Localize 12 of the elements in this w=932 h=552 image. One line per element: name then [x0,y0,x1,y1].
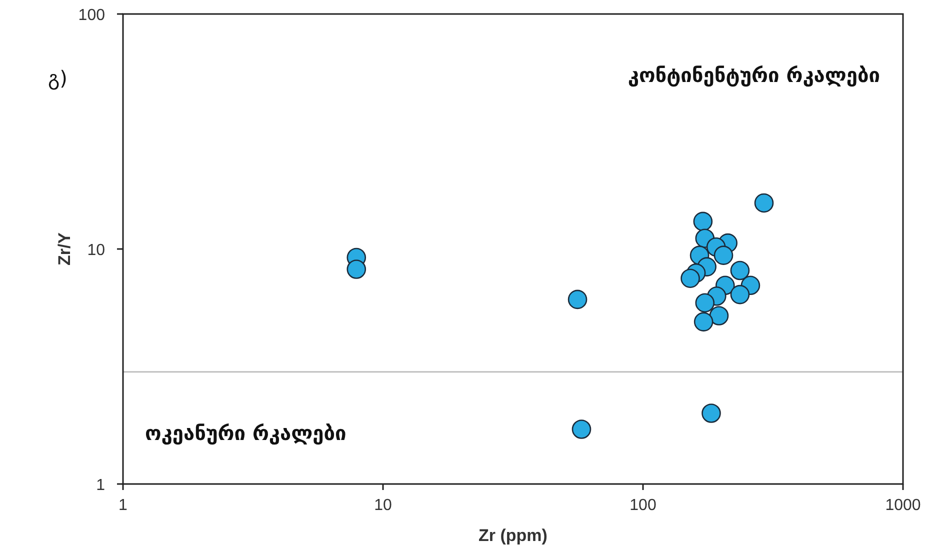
y-axis-title: Zr/Y [55,232,74,266]
annotation: კონტინენტური რკალები [628,63,880,87]
x-tick-label: 1000 [885,497,921,514]
x-tick-label: 10 [374,497,392,514]
x-tick-label: 100 [630,497,656,514]
text: გ) [48,66,68,90]
y-tick-label: 1 [96,477,106,494]
x-tick-label: 1 [118,497,128,514]
y-tick-label: 100 [78,7,106,24]
y-tick-label: 10 [87,242,106,259]
x-axis-title: Zr (ppm) [478,526,548,545]
annotation: ოკეანური რკალები [145,421,346,445]
